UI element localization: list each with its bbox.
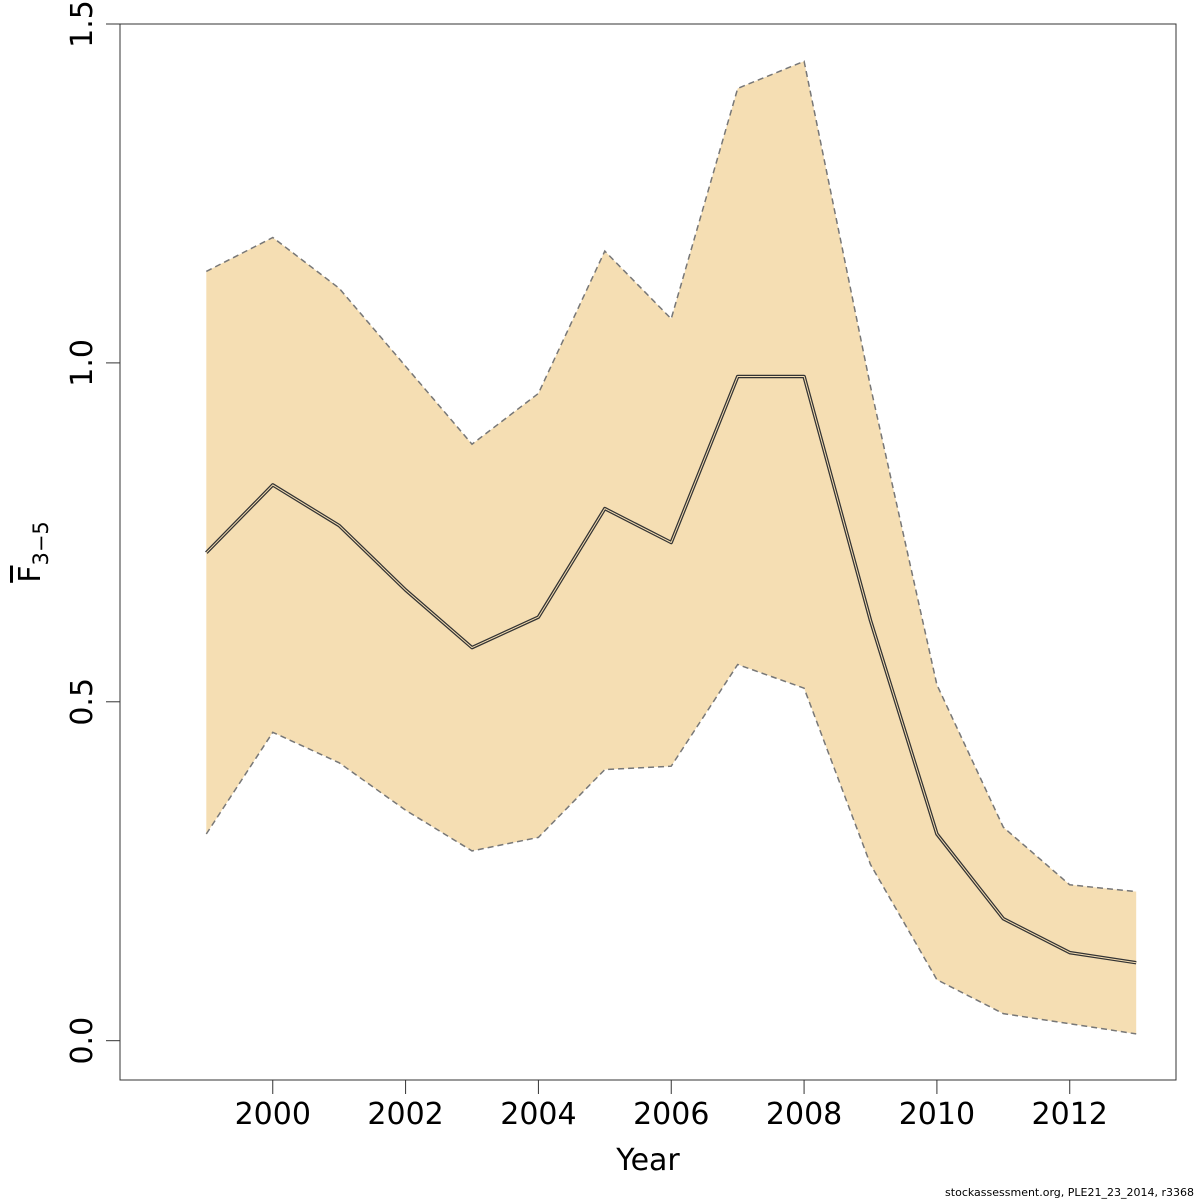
upper-bound-line [205,60,1137,893]
x-axis: 2000 2002 2004 2006 2008 2010 2012 [235,1079,1108,1132]
estimate-line-inner [205,376,1137,964]
confidence-band-area [206,61,1137,1034]
footnote: stockassessment.org, PLE21_23_2014, r336… [945,1186,1194,1199]
x-tick-label-2004: 2004 [500,1097,576,1132]
confidence-band-layer [205,60,1137,1035]
y-tick-label-1.5: 1.5 [65,0,100,48]
x-tick-label-2012: 2012 [1032,1097,1108,1132]
y-axis-title-main: F [13,566,48,583]
y-tick-label-0.5: 0.5 [65,678,100,726]
x-tick-label-2010: 2010 [899,1097,975,1132]
x-tick-label-2000: 2000 [235,1097,311,1132]
estimate-line-layer [205,374,1137,965]
svg-text:F3−5: F3−5 [13,521,53,583]
x-tick-label-2006: 2006 [633,1097,709,1132]
y-tick-label-1.0: 1.0 [65,339,100,387]
y-axis-title: F3−5 [13,521,53,583]
y-axis-title-subscript: 3−5 [29,521,53,565]
x-tick-label-2002: 2002 [367,1097,443,1132]
y-axis: 0.0 0.5 1.0 1.5 [65,0,121,1065]
x-axis-title: Year [615,1143,680,1178]
lower-bound-line [205,663,1137,1035]
x-tick-label-2008: 2008 [766,1097,842,1132]
y-tick-label-0.0: 0.0 [65,1017,100,1065]
